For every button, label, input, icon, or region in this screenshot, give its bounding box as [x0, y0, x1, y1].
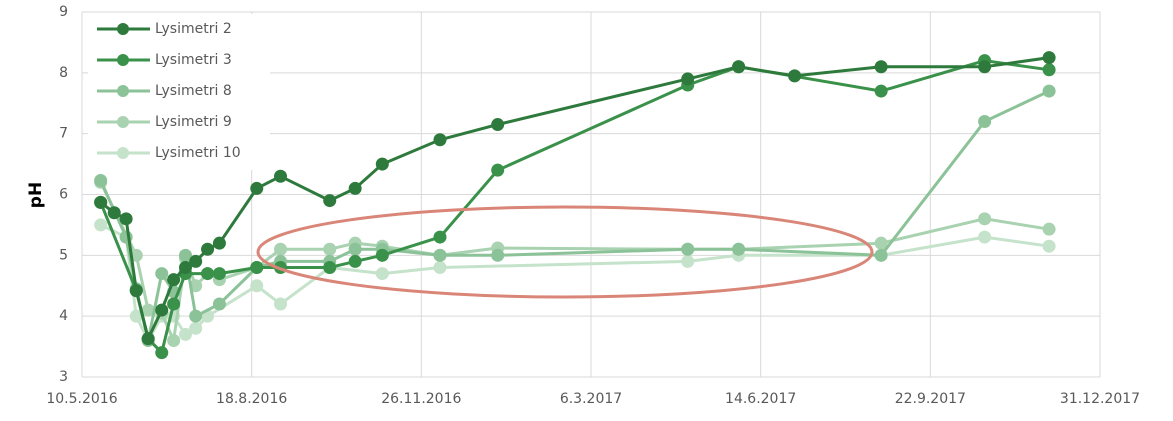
- data-point: [274, 169, 288, 183]
- data-point: [250, 181, 264, 195]
- data-point: [129, 284, 143, 298]
- data-point: [189, 309, 203, 323]
- legend-label: Lysimetri 9: [155, 114, 232, 130]
- legend-label: Lysimetri 8: [155, 83, 232, 99]
- data-point: [323, 194, 337, 208]
- data-point: [212, 267, 226, 281]
- data-point: [129, 309, 143, 323]
- data-point: [348, 242, 362, 256]
- y-tick-label: 5: [59, 247, 68, 263]
- data-point: [375, 248, 389, 262]
- legend-label: Lysimetri 3: [155, 52, 232, 68]
- data-point: [141, 332, 155, 346]
- series-line: [99, 56, 1050, 344]
- data-point: [1042, 84, 1056, 98]
- x-tick-label: 6.3.2017: [560, 391, 622, 407]
- data-point: [107, 206, 121, 220]
- data-point: [491, 163, 505, 177]
- data-point: [155, 267, 169, 281]
- data-point: [323, 261, 337, 274]
- legend-marker: [117, 116, 129, 128]
- data-point: [433, 230, 447, 244]
- data-point: [155, 303, 169, 317]
- data-point: [189, 321, 203, 335]
- data-point: [491, 248, 505, 262]
- x-tick-label: 22.9.2017: [895, 391, 966, 407]
- data-point: [348, 181, 362, 195]
- data-point: [874, 236, 888, 250]
- y-tick-label: 6: [59, 187, 68, 203]
- data-point: [212, 297, 226, 311]
- data-point: [167, 273, 181, 287]
- data-point: [155, 346, 169, 360]
- data-point: [874, 60, 888, 74]
- x-tick-label: 26.11.2016: [381, 391, 461, 407]
- data-point: [178, 327, 192, 341]
- legend-marker: [117, 85, 129, 97]
- legend-label: Lysimetri 10: [155, 145, 241, 161]
- data-point: [1042, 63, 1056, 77]
- legend-marker: [117, 54, 129, 66]
- data-point: [167, 334, 181, 347]
- data-point: [433, 133, 447, 147]
- y-tick-label: 8: [59, 65, 68, 81]
- data-point: [1042, 51, 1056, 65]
- data-point: [189, 254, 203, 268]
- data-point: [978, 212, 992, 226]
- y-tick-label: 9: [59, 4, 68, 20]
- data-point: [1042, 239, 1056, 253]
- data-point: [788, 69, 802, 83]
- data-point: [375, 157, 389, 171]
- data-point: [274, 242, 288, 256]
- y-tick-label: 3: [59, 369, 68, 385]
- data-point: [874, 84, 888, 98]
- data-point: [978, 115, 992, 128]
- data-point: [978, 230, 992, 244]
- data-point: [274, 297, 288, 311]
- data-point: [491, 118, 505, 132]
- legend-marker: [117, 23, 129, 35]
- data-point: [874, 248, 888, 262]
- data-point: [1042, 222, 1056, 236]
- data-point: [201, 267, 215, 281]
- y-axis-label: pH: [26, 182, 46, 208]
- data-point: [212, 236, 226, 250]
- data-point: [732, 242, 746, 256]
- x-tick-label: 18.8.2016: [216, 391, 287, 407]
- data-point: [141, 303, 155, 317]
- x-tick-label: 14.6.2017: [725, 391, 796, 407]
- data-point: [978, 60, 992, 74]
- data-point: [348, 254, 362, 268]
- y-tick-label: 7: [59, 126, 68, 142]
- data-point: [681, 254, 695, 268]
- data-point: [178, 261, 192, 274]
- data-point: [323, 242, 337, 256]
- data-point: [94, 174, 108, 188]
- legend-marker: [117, 147, 129, 159]
- data-point: [94, 218, 108, 232]
- data-point: [433, 248, 447, 262]
- data-point: [201, 242, 215, 256]
- data-point: [250, 261, 264, 274]
- data-point: [167, 297, 181, 311]
- legend-label: Lysimetri 2: [155, 21, 232, 37]
- x-tick-label: 31.12.2017: [1060, 391, 1140, 407]
- data-point: [732, 60, 746, 74]
- highlight-ellipse: [256, 205, 874, 299]
- data-point: [433, 261, 447, 274]
- data-point: [94, 195, 108, 209]
- y-tick-label: 4: [59, 308, 68, 324]
- data-point: [250, 279, 264, 293]
- data-point: [681, 242, 695, 256]
- data-point: [119, 212, 133, 226]
- data-point: [375, 267, 389, 281]
- x-tick-label: 10.5.2016: [46, 391, 117, 407]
- data-point: [681, 72, 695, 86]
- data-point: [178, 248, 192, 262]
